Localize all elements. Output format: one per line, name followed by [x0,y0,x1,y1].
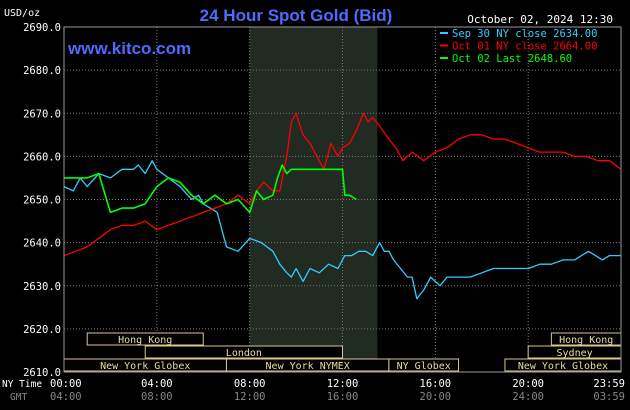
session-label: New York NYMEX [266,361,350,372]
x-tick-label-ny: 20:00 [512,378,544,390]
x-tick-label-gmt: 04:00 [50,391,82,403]
y-tick-label: 2640.0 [23,238,61,250]
legend-entry: Oct 01 NY close 2664.00 [452,41,597,53]
series-line-2 [63,112,622,257]
y-tick-label: 2620.0 [23,324,61,336]
axes: 2610.0 2620.0 2630.0 2640.0 2650.0 2660.0 2670… [23,22,625,403]
market-sessions: Hong Kong Hong Kong London Sydney New York G… [63,332,622,372]
session-label: New York Globex [518,361,608,372]
session-label: Hong Kong [118,335,172,346]
chart-title: 24 Hour Spot Gold (Bid) [200,6,393,25]
session-label: Hong Kong [559,335,613,346]
ny-time-row-label: NY Time [2,379,42,390]
x-tick-label-ny: 08:00 [234,378,266,390]
session-label: London [226,348,262,359]
gmt-row-label: GMT [10,392,27,403]
x-tick-label-ny: 23:59 [593,378,625,390]
session-label: NY Globex [397,361,451,372]
currency-unit-label: USD/oz [4,8,40,19]
x-tick-label-gmt: 03:59 [593,391,625,403]
y-tick-label: 2650.0 [23,195,61,207]
session-box [86,332,204,346]
y-tick-label: 2610.0 [23,367,61,379]
series-line-1 [63,160,621,300]
series-line-3 [64,164,357,214]
x-tick-label-ny: 04:00 [141,378,173,390]
date-time-label: October 02, 2024 12:30 [467,13,613,26]
y-tick-label: 2670.0 [23,108,61,120]
x-tick-label-ny: 12:00 [327,378,359,390]
session-label: New York Globex [100,361,190,372]
x-tick-label-gmt: 12:00 [234,391,266,403]
price-series [63,112,622,300]
kitco-link[interactable]: www.kitco.com [67,39,191,58]
x-tick-label-gmt: 08:00 [141,391,173,403]
plot-border [63,26,622,373]
session-box [144,345,343,359]
y-tick-label: 2680.0 [23,65,61,77]
legend-entry: Oct 02 Last 2648.60 [452,53,572,65]
y-tick-label: 2630.0 [23,281,61,293]
x-tick-label-gmt: 20:00 [420,391,452,403]
session-box [388,358,460,372]
grid-lines [64,26,621,373]
session-label: Sydney [557,348,593,359]
x-tick-label-gmt: 16:00 [327,391,359,403]
y-tick-label: 2690.0 [23,22,61,34]
x-tick-label-gmt: 24:00 [512,391,544,403]
legend-entry: Sep 30 NY close 2634.00 [452,28,597,40]
x-tick-label-ny: 16:00 [420,378,452,390]
y-tick-label: 2660.0 [23,151,61,163]
x-tick-label-ny: 00:00 [50,378,82,390]
